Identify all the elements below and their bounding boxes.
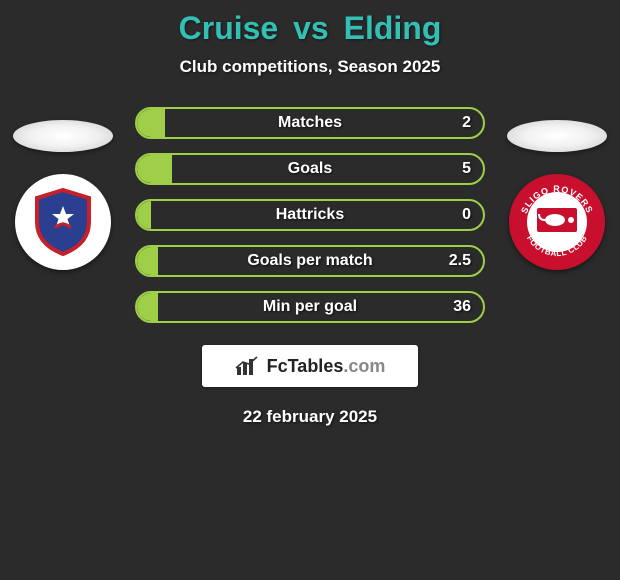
player1-club-badge <box>15 174 111 270</box>
stat-label: Goals per match <box>137 252 483 270</box>
stat-label: Min per goal <box>137 298 483 316</box>
stat-label: Hattricks <box>137 206 483 224</box>
title-player1: Cruise <box>179 10 279 46</box>
player2-club-badge: SLIGO ROVERS FOOTBALL CLUB <box>509 174 605 270</box>
stat-label: Matches <box>137 114 483 132</box>
subtitle: Club competitions, Season 2025 <box>0 57 620 77</box>
player2-avatar-placeholder <box>507 120 607 152</box>
brand-text: FcTables.com <box>267 356 386 377</box>
right-column: SLIGO ROVERS FOOTBALL CLUB <box>502 120 612 270</box>
drogheda-badge-icon <box>25 184 101 260</box>
stat-value: 2 <box>462 114 471 132</box>
title-player2: Elding <box>344 10 442 46</box>
stats-list: Matches 2 Goals 5 Hattricks 0 Goals per … <box>135 107 485 323</box>
stat-value: 5 <box>462 160 471 178</box>
brand-suffix: .com <box>343 356 385 376</box>
title-vs: vs <box>293 10 329 46</box>
player1-avatar-placeholder <box>13 120 113 152</box>
stat-row-goals: Goals 5 <box>135 153 485 185</box>
brand-name: FcTables <box>267 356 344 376</box>
page-title: Cruise vs Elding <box>0 10 620 47</box>
date-line: 22 february 2025 <box>0 407 620 427</box>
stat-row-min-per-goal: Min per goal 36 <box>135 291 485 323</box>
brand-box[interactable]: FcTables.com <box>202 345 418 387</box>
stat-label: Goals <box>137 160 483 178</box>
left-column <box>8 120 118 270</box>
stat-value: 2.5 <box>449 252 471 270</box>
stat-row-goals-per-match: Goals per match 2.5 <box>135 245 485 277</box>
bar-chart-icon <box>235 355 261 377</box>
stat-value: 36 <box>453 298 471 316</box>
stat-row-matches: Matches 2 <box>135 107 485 139</box>
sligo-badge-icon: SLIGO ROVERS FOOTBALL CLUB <box>509 174 605 270</box>
stat-value: 0 <box>462 206 471 224</box>
stat-row-hattricks: Hattricks 0 <box>135 199 485 231</box>
